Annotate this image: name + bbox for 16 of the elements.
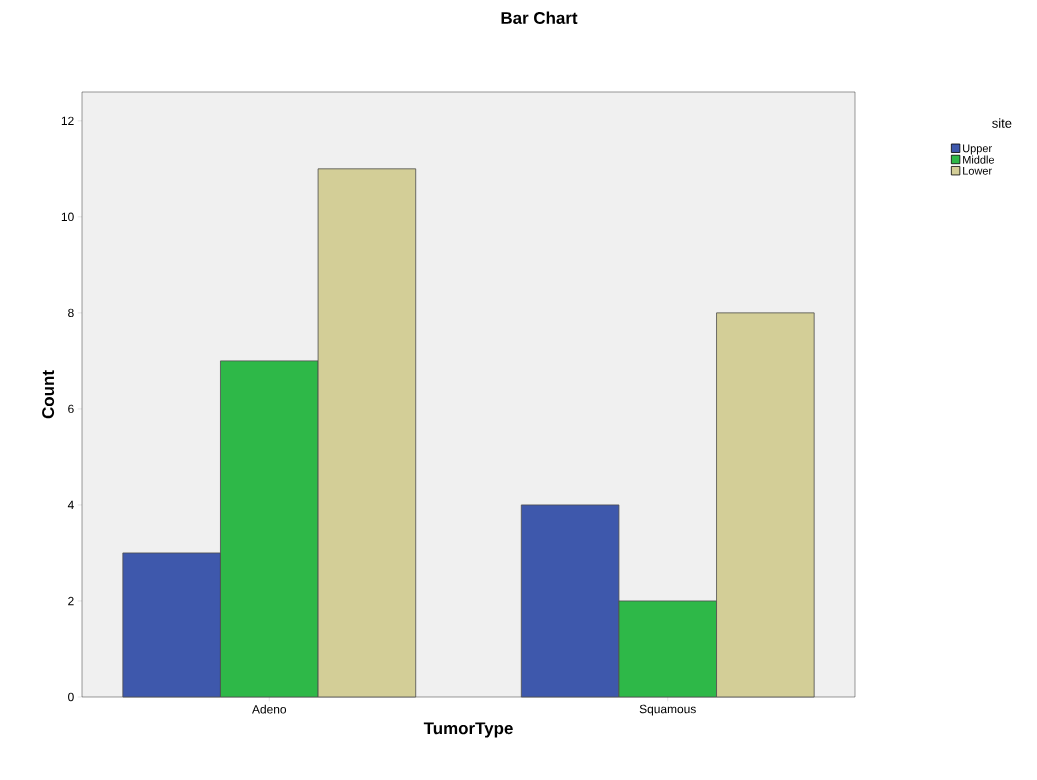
y-tick-label: 12	[61, 116, 74, 125]
y-tick-label: 6	[68, 404, 74, 414]
chart-title: Bar Chart	[501, 11, 578, 24]
y-tick-label: 4	[67, 500, 74, 510]
legend-title: site	[992, 118, 1012, 128]
y-tick-label: 10	[61, 212, 74, 222]
x-tick-label: Squamous	[639, 704, 696, 716]
x-tick-label: Adeno	[252, 704, 287, 714]
x-axis-title: TumorType	[423, 722, 513, 738]
y-tick-label: 2	[68, 596, 74, 606]
y-tick-label: 0	[68, 692, 74, 702]
y-tick-label: 8	[68, 308, 74, 318]
legend-label: Upper	[963, 144, 992, 155]
y-axis-title: Count	[42, 370, 55, 419]
legend-label: Middle	[963, 155, 995, 164]
legend-label: Lower	[963, 167, 992, 175]
